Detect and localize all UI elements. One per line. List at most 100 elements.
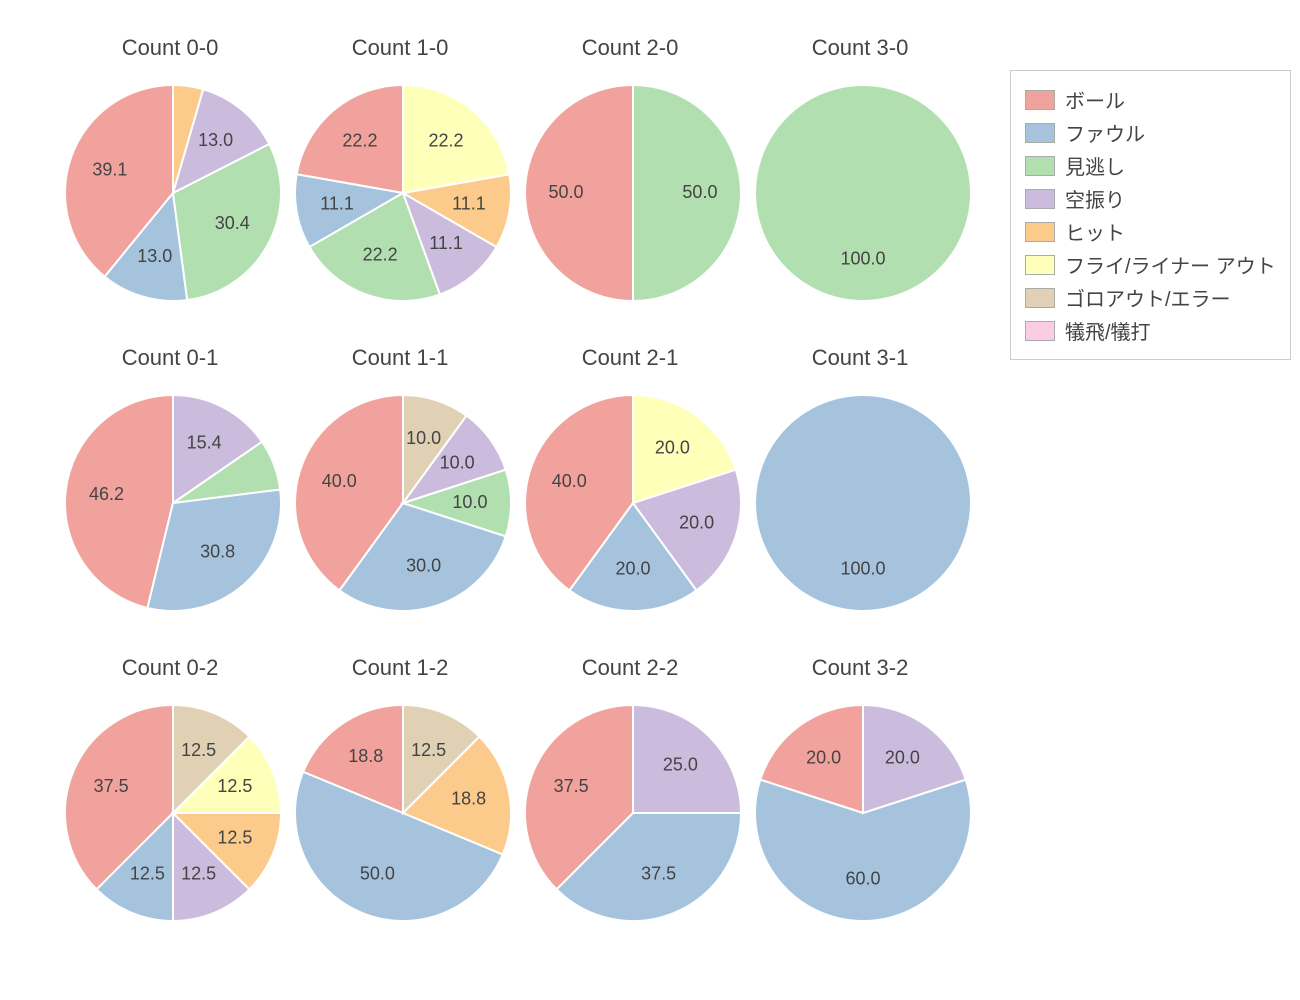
- pie-svg: 46.2 30.8 15.4: [55, 325, 285, 635]
- legend-item: 見逃し: [1025, 151, 1276, 180]
- slice-label: 10.0: [440, 452, 475, 472]
- slice-label: 37.5: [641, 864, 676, 884]
- pie-chart: Count 1-1 40.0 30.0 10.0 10.0 10.0: [285, 325, 515, 635]
- legend-swatch: [1025, 288, 1055, 308]
- pie-svg: 100.0: [745, 15, 975, 325]
- slice-label: 30.4: [215, 213, 250, 233]
- chart-title: Count 2-1: [515, 345, 745, 371]
- slice-label: 37.5: [94, 776, 129, 796]
- slice-label: 10.0: [452, 492, 487, 512]
- pie-svg: 20.0 60.0 20.0: [745, 635, 975, 945]
- slice-label: 13.0: [137, 246, 172, 266]
- slice-label: 50.0: [549, 182, 584, 202]
- pie-chart: Count 3-0 100.0: [745, 15, 975, 325]
- slice-label: 18.8: [348, 746, 383, 766]
- chart-title: Count 3-1: [745, 345, 975, 371]
- slice-label: 37.5: [554, 776, 589, 796]
- legend-label: ヒット: [1065, 217, 1125, 246]
- slice-label: 18.8: [451, 789, 486, 809]
- chart-title: Count 2-2: [515, 655, 745, 681]
- slice-label: 12.5: [217, 776, 252, 796]
- slice-label: 12.5: [411, 740, 446, 760]
- legend-label: ボール: [1065, 85, 1125, 114]
- slice-label: 15.4: [187, 432, 222, 452]
- legend-item: ボール: [1025, 85, 1276, 114]
- slice-label: 39.1: [92, 159, 127, 179]
- legend-item: ゴロアウト/エラー: [1025, 283, 1276, 312]
- pie-svg: 40.0 20.0 20.0 20.0: [515, 325, 745, 635]
- slice-label: 20.0: [885, 748, 920, 768]
- slice-label: 12.5: [130, 864, 165, 884]
- chart-grid: Count 0-0 39.1 13.0 30.4 13.0 Count 1-0 22.2 11…: [0, 0, 1300, 1000]
- pie-svg: 37.512.512.512.512.512.5: [55, 635, 285, 945]
- slice-label: 10.0: [406, 428, 441, 448]
- pie-svg: 40.0 30.0 10.0 10.0 10.0: [285, 325, 515, 635]
- slice-label: 60.0: [845, 869, 880, 889]
- pie-chart: Count 1-2 18.8 50.0 18.8 12.5: [285, 635, 515, 945]
- pie-svg: 22.2 11.1 22.2 11.1 11.1 22.2: [285, 15, 515, 325]
- slice-label: 22.2: [429, 130, 464, 150]
- pie-chart: Count 0-1 46.2 30.8 15.4: [55, 325, 285, 635]
- legend-label: ファウル: [1065, 118, 1145, 147]
- legend-item: ヒット: [1025, 217, 1276, 246]
- slice-label: 22.2: [363, 245, 398, 265]
- slice-label: 30.8: [200, 542, 235, 562]
- pie-chart: Count 2-0 50.0 50.0: [515, 15, 745, 325]
- pie-svg: 18.8 50.0 18.8 12.5: [285, 635, 515, 945]
- pie-chart: Count 2-1 40.0 20.0 20.0 20.0: [515, 325, 745, 635]
- chart-title: Count 0-0: [55, 35, 285, 61]
- slice-label: 25.0: [663, 754, 698, 774]
- legend-swatch: [1025, 90, 1055, 110]
- pie-chart: Count 3-2 20.0 60.0 20.0: [745, 635, 975, 945]
- slice-label: 11.1: [429, 233, 463, 253]
- legend: ボールファウル見逃し空振りヒットフライ/ライナー アウトゴロアウト/エラー犠飛/…: [1010, 70, 1291, 360]
- legend-swatch: [1025, 222, 1055, 242]
- pie-chart: Count 0-0 39.1 13.0 30.4 13.0: [55, 15, 285, 325]
- slice-label: 100.0: [840, 559, 885, 579]
- legend-item: 空振り: [1025, 184, 1276, 213]
- legend-item: 犠飛/犠打: [1025, 316, 1276, 345]
- slice-label: 100.0: [840, 249, 885, 269]
- slice-label: 20.0: [679, 512, 714, 532]
- pie-chart: Count 3-1 100.0: [745, 325, 975, 635]
- legend-label: 見逃し: [1065, 151, 1125, 180]
- legend-swatch: [1025, 321, 1055, 341]
- slice-label: 50.0: [682, 182, 717, 202]
- legend-label: 空振り: [1065, 184, 1125, 213]
- slice-label: 20.0: [655, 438, 690, 458]
- pie-svg: 100.0: [745, 325, 975, 635]
- legend-swatch: [1025, 255, 1055, 275]
- slice-label: 40.0: [322, 471, 357, 491]
- slice-label: 50.0: [360, 864, 395, 884]
- chart-title: Count 1-0: [285, 35, 515, 61]
- slice-label: 20.0: [806, 748, 841, 768]
- chart-title: Count 1-2: [285, 655, 515, 681]
- chart-title: Count 0-1: [55, 345, 285, 371]
- chart-title: Count 3-2: [745, 655, 975, 681]
- legend-label: 犠飛/犠打: [1065, 316, 1151, 345]
- legend-swatch: [1025, 189, 1055, 209]
- slice-label: 40.0: [552, 471, 587, 491]
- slice-label: 20.0: [615, 559, 650, 579]
- chart-title: Count 2-0: [515, 35, 745, 61]
- legend-swatch: [1025, 123, 1055, 143]
- slice-label: 46.2: [89, 484, 124, 504]
- slice-label: 11.1: [452, 193, 486, 213]
- pie-chart: Count 2-2 37.5 37.5 25.0: [515, 635, 745, 945]
- legend-label: ゴロアウト/エラー: [1065, 283, 1231, 312]
- legend-item: フライ/ライナー アウト: [1025, 250, 1276, 279]
- chart-title: Count 3-0: [745, 35, 975, 61]
- pie-chart: Count 1-0 22.2 11.1 22.2 11.1 11.1 22.2: [285, 15, 515, 325]
- slice-label: 22.2: [342, 130, 377, 150]
- slice-label: 13.0: [198, 130, 233, 150]
- pie-chart: Count 0-237.512.512.512.512.512.5: [55, 635, 285, 945]
- slice-label: 30.0: [406, 555, 441, 575]
- slice-label: 12.5: [217, 827, 252, 847]
- pie-svg: 50.0 50.0: [515, 15, 745, 325]
- legend-swatch: [1025, 156, 1055, 176]
- chart-title: Count 0-2: [55, 655, 285, 681]
- pie-svg: 37.5 37.5 25.0: [515, 635, 745, 945]
- slice-label: 11.1: [320, 193, 354, 213]
- slice-label: 12.5: [181, 864, 216, 884]
- chart-title: Count 1-1: [285, 345, 515, 371]
